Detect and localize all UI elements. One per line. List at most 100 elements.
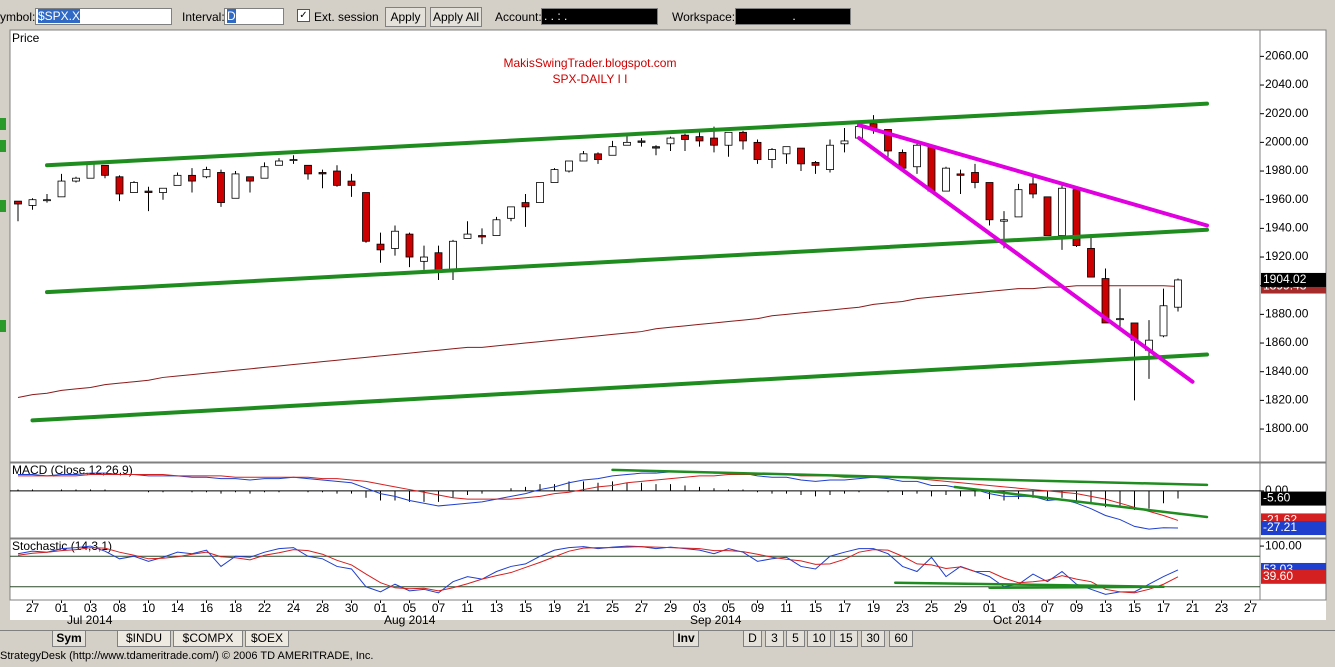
pane-frame: [9, 29, 1327, 463]
x-tick-label: 03: [693, 601, 707, 615]
interval-button[interactable]: 5: [786, 630, 805, 647]
candle-body: [72, 177, 80, 182]
apply-button[interactable]: Apply: [385, 7, 426, 27]
candle-body: [86, 163, 95, 179]
trendline: [953, 485, 1209, 519]
inv-button[interactable]: Inv: [673, 630, 699, 647]
tool-icon: [0, 118, 6, 130]
trendline: [857, 136, 1195, 384]
x-tick-label: 07: [1041, 601, 1055, 615]
candle-body: [101, 164, 109, 176]
y-tick-label: 1860.00: [1265, 335, 1309, 349]
x-tick-label: 09: [1070, 601, 1084, 615]
x-tick-label: 08: [113, 601, 127, 615]
candle-body: [507, 206, 515, 219]
x-tick-label: 11: [780, 601, 793, 615]
x-tick-label: 27: [1244, 601, 1258, 615]
interval-button[interactable]: 30: [861, 630, 885, 647]
trendline: [45, 101, 1209, 168]
y-tick-label: 2000.00: [1265, 135, 1309, 149]
apply-all-button[interactable]: Apply All: [430, 7, 482, 27]
y-tick-label: 1880.00: [1265, 307, 1309, 321]
x-tick-label: 13: [1099, 601, 1113, 615]
indicator-line: [18, 471, 1179, 530]
candle-body: [681, 134, 689, 140]
candle-body: [985, 182, 994, 221]
value-box-label: -27.21: [1263, 520, 1297, 534]
ext-session-label: Ext. session: [314, 10, 379, 24]
candle-body: [231, 173, 240, 199]
interval-button[interactable]: 60: [889, 630, 913, 647]
symbol-tab[interactable]: $COMPX: [173, 630, 243, 647]
interval-field[interactable]: D: [224, 8, 284, 25]
candle-body: [173, 174, 182, 186]
candle-body: [434, 252, 443, 272]
interval-button[interactable]: 15: [834, 630, 858, 647]
ext-session-checkbox[interactable]: ✓: [297, 9, 310, 22]
x-tick-label: 19: [867, 601, 881, 615]
interval-button[interactable]: 10: [807, 630, 831, 647]
candle-body: [260, 166, 269, 179]
pane-title: MACD (Close,12,26,9): [12, 463, 133, 477]
symbol-tab[interactable]: $OEX: [245, 630, 289, 647]
x-tick-label: 05: [403, 601, 417, 615]
candle-body: [478, 235, 486, 238]
value-box: [1261, 521, 1326, 536]
candle-body: [550, 169, 559, 183]
candle-body: [333, 170, 341, 186]
x-tick-label: 01: [983, 601, 997, 615]
candle-body: [811, 162, 820, 166]
candle-body: [28, 199, 37, 206]
candle-body: [275, 160, 283, 166]
value-box: [1261, 569, 1326, 584]
candle-body: [391, 230, 399, 249]
x-tick-label: 21: [1186, 601, 1200, 615]
candle-body: [652, 146, 660, 149]
symbol-field[interactable]: $SPX.X: [35, 8, 172, 25]
candle-body: [695, 136, 704, 142]
y-tick-label: 1940.00: [1265, 221, 1309, 235]
candle-body: [637, 140, 646, 143]
x-tick-label: 11: [461, 601, 474, 615]
interval-button[interactable]: 3: [765, 630, 784, 647]
interval-button[interactable]: D: [743, 630, 762, 647]
x-tick-label: 09: [751, 601, 765, 615]
account-field[interactable]: . . : .: [541, 8, 658, 25]
candle-body: [942, 167, 950, 192]
trendline: [857, 123, 1209, 228]
symbol-tab[interactable]: $INDU: [117, 630, 171, 647]
candle-body: [913, 144, 921, 168]
candle-body: [971, 172, 979, 183]
candle-body: [1101, 278, 1110, 324]
candle-body: [724, 131, 733, 146]
x-tick-label: 17: [1157, 601, 1171, 615]
candle-body: [159, 187, 167, 193]
x-tick-label: 14: [171, 601, 185, 615]
candle-body: [1014, 189, 1023, 218]
y-tick-label: 2060.00: [1265, 49, 1309, 63]
trendline: [988, 585, 1165, 590]
candle-body: [1159, 305, 1168, 337]
workspace-field[interactable]: .: [735, 8, 851, 25]
x-tick-label: 15: [519, 601, 533, 615]
workspace-label: Workspace:: [672, 10, 736, 24]
candle-body: [768, 149, 776, 160]
candle-body: [579, 153, 588, 162]
candle-body: [463, 233, 472, 239]
month-label: Sep 2014: [690, 613, 742, 627]
x-tick-label: 28: [316, 601, 330, 615]
candle-body: [1087, 248, 1095, 278]
indicator-line: [17, 546, 1179, 594]
tool-icon: [0, 140, 6, 152]
candle-body: [594, 153, 602, 160]
x-tick-label: 01: [55, 601, 69, 615]
trendline: [611, 468, 1209, 487]
candle-body: [1174, 279, 1182, 308]
x-tick-label: 10: [142, 601, 156, 615]
candle-body: [188, 174, 196, 182]
sym-button[interactable]: Sym: [52, 630, 86, 647]
interval-value: D: [227, 9, 236, 23]
x-tick-label: 29: [664, 601, 678, 615]
chart-title: MakisSwingTrader.blogspot.com: [504, 56, 677, 70]
y-tick-label: 1920.00: [1265, 249, 1309, 263]
